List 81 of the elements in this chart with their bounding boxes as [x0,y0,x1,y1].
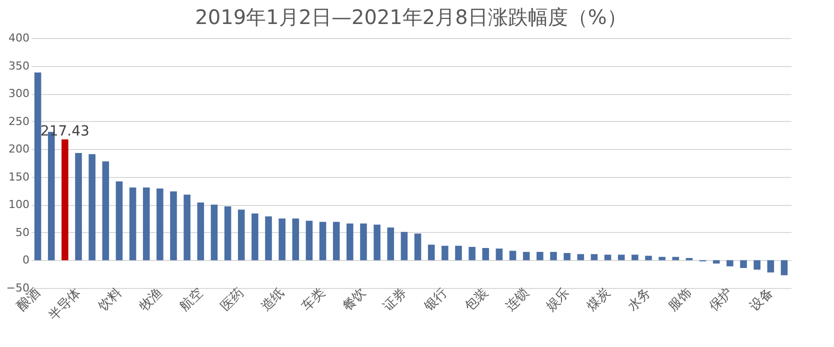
bar [62,139,68,260]
bar [88,154,96,260]
bar [618,254,625,260]
x-tick-label: 证券 [380,286,410,315]
x-tick-label: 银行 [420,286,451,316]
bar [346,224,354,260]
bar [400,232,408,260]
y-tick-label: 100 [8,198,30,212]
bar [712,260,720,264]
y-tick-label: 0 [22,254,30,267]
x-tick-label: 服饰 [666,286,695,315]
bar [156,188,164,260]
bar [278,218,286,260]
bar [332,222,340,260]
bar [632,254,638,260]
x-tick-label: 连锁 [503,286,532,315]
bar [129,187,136,260]
y-tick-label: 250 [8,114,30,128]
bar [142,187,150,260]
bar [210,204,218,260]
x-tick-label: 车类 [299,286,328,315]
bar [577,254,584,260]
bar [197,202,204,260]
bar [170,191,177,260]
bar [455,246,462,260]
data-label: 217.43 [40,123,90,140]
x-tick-label: 航空 [177,286,206,315]
bar [442,246,448,260]
bar [387,227,394,260]
bar [184,194,190,260]
x-tick-label: 饮料 [95,286,125,316]
bar [726,260,734,266]
bar [360,224,367,260]
bar [252,214,258,260]
bar [224,206,232,260]
bar [102,161,110,260]
bar [238,210,245,260]
x-tick-label: 牧渔 [136,286,166,315]
bar [496,248,503,260]
x-tick-label: 医药 [218,286,248,315]
y-tick-label: 200 [8,142,30,156]
chart-title: 2019年1月2日—2021年2月8日涨跌幅度（%） [195,5,627,29]
bar [522,252,530,260]
x-tick-label: 设备 [747,286,776,315]
x-tick-label: 保护 [706,286,736,315]
bar [374,224,380,260]
bar [34,72,42,260]
bar [767,260,774,272]
bar [482,248,490,260]
bar [292,218,300,260]
bar [468,246,476,260]
bar [645,256,652,260]
bar [414,234,422,260]
bar [550,252,557,260]
x-tick-label: 包装 [462,286,492,315]
bar [265,216,272,260]
bar [536,252,544,260]
y-tick-label: 300 [8,87,30,100]
x-tick-label: 水务 [625,286,654,315]
x-tick-label: 半导体 [46,286,84,324]
bar [590,254,598,260]
x-tick-label: 餐饮 [340,286,370,315]
x-tick-label: 煤炭 [584,286,614,315]
x-tick-label: 造纸 [258,286,288,315]
bar [428,244,435,260]
x-tick-label: 娱乐 [544,286,573,315]
bar [754,260,760,270]
bar [604,254,612,260]
bar [116,181,123,260]
bar [75,153,82,260]
bar [319,222,326,260]
bar [306,220,313,260]
bar [509,250,516,260]
bar [780,260,788,276]
bar [564,253,570,260]
y-tick-label: 150 [8,170,30,184]
y-tick-label: 50 [16,226,30,239]
bar [658,256,666,260]
bar [740,260,747,268]
y-tick-label: 400 [8,32,30,44]
y-tick-label: 350 [8,59,30,72]
